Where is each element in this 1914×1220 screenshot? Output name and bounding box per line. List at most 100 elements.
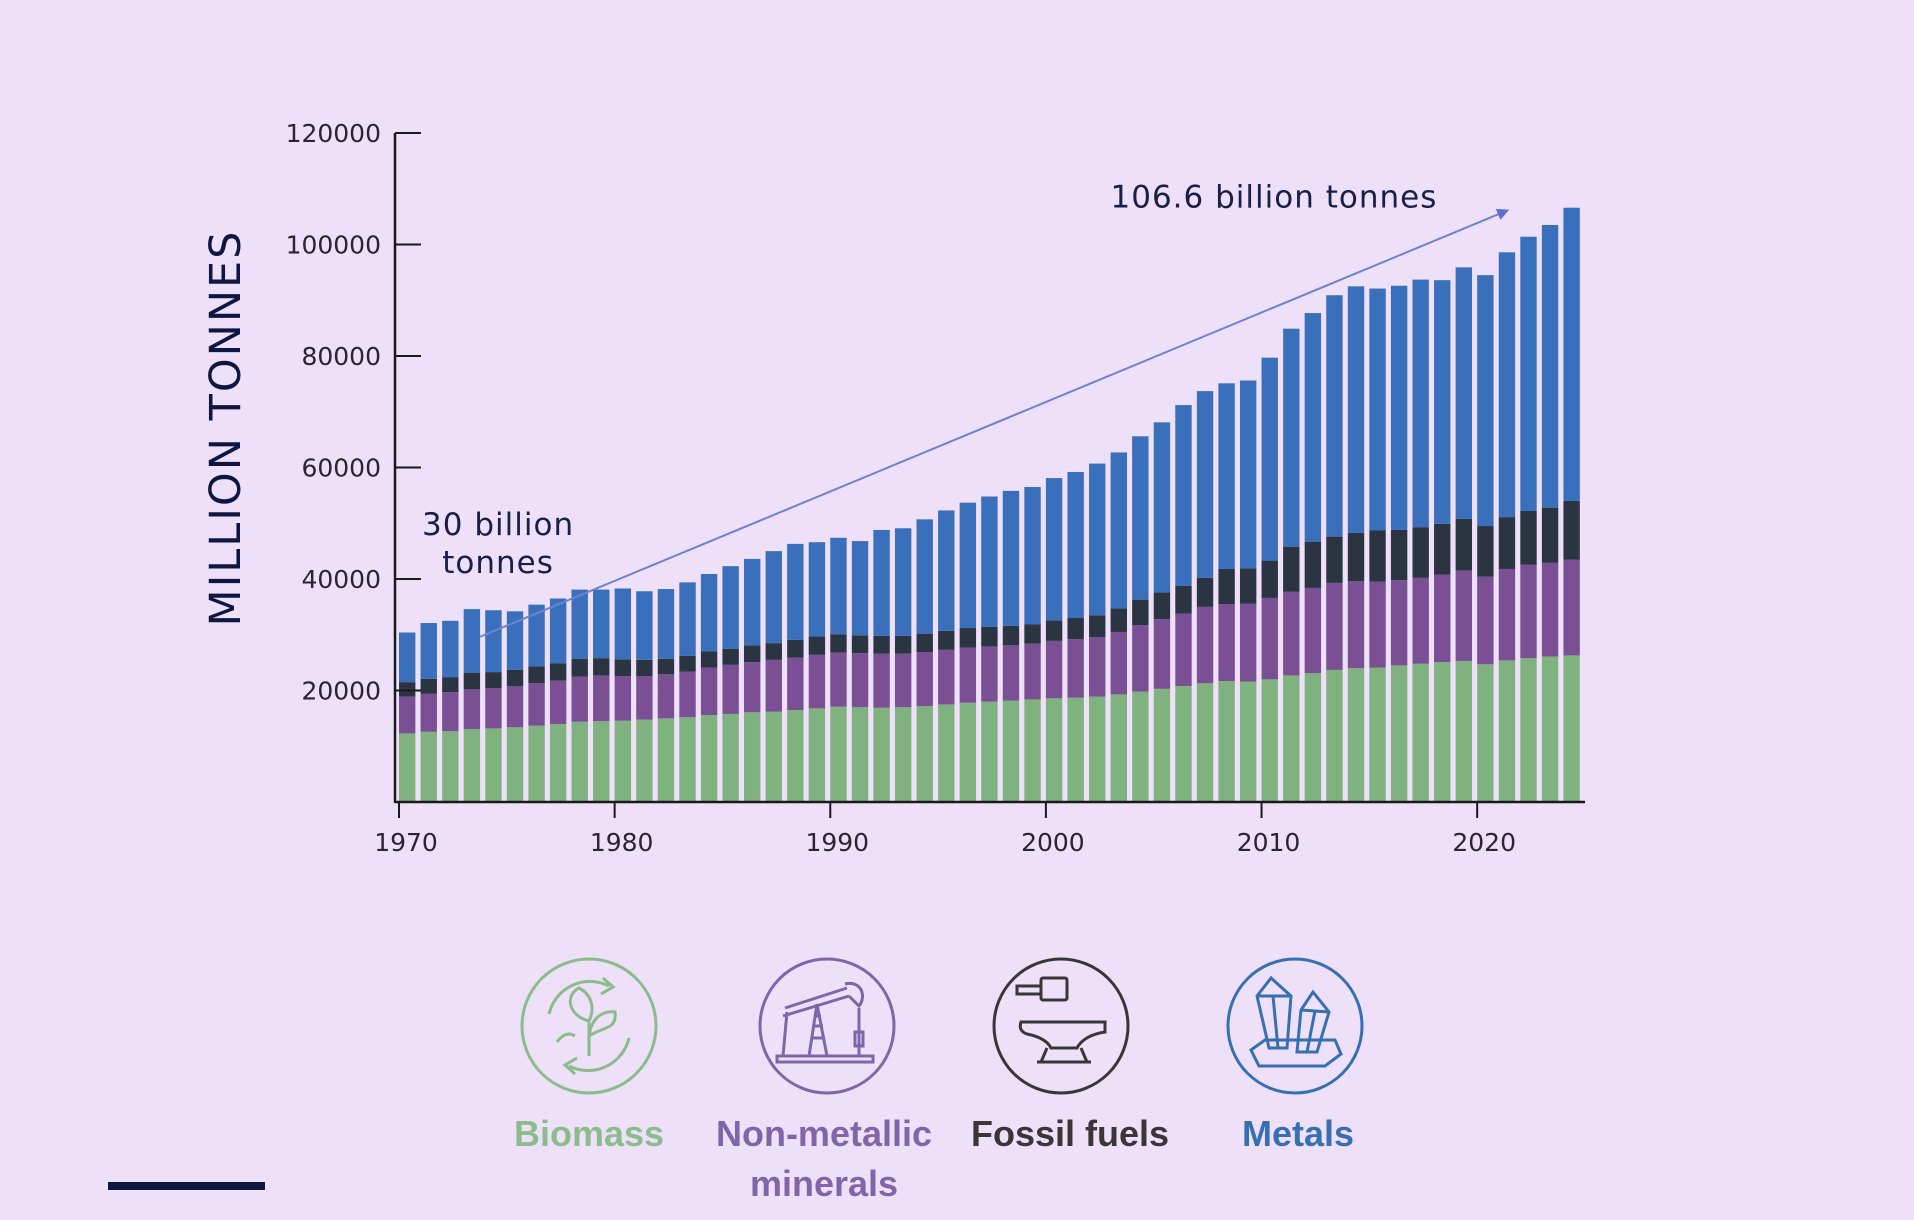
bar-segment	[442, 731, 459, 802]
annotations-layer: 30 billion tonnes 106.6 billion tonnes	[422, 180, 1510, 638]
bar-segment	[1455, 518, 1473, 571]
bar-segment	[1369, 581, 1386, 668]
bar-segment	[830, 652, 847, 707]
bar-segment	[1261, 560, 1278, 598]
bar-segment	[1520, 236, 1537, 511]
bar-segment	[1347, 668, 1365, 802]
bar-segment	[528, 666, 545, 684]
bar-segment	[420, 731, 437, 802]
bar-segment	[722, 566, 739, 649]
bar-segment	[1175, 613, 1192, 687]
bar-segment	[722, 664, 739, 714]
bar-segment	[679, 717, 696, 802]
bar-segment	[700, 573, 718, 652]
bar-segment	[1390, 580, 1408, 666]
bar-segment	[938, 510, 955, 631]
bar-segment	[1024, 643, 1041, 700]
bar-segment	[1218, 568, 1235, 605]
bar-segment	[1175, 405, 1192, 586]
legend-label-biomass: Biomass	[514, 1113, 664, 1154]
bar-segment	[722, 648, 739, 665]
bar-segment	[399, 632, 416, 683]
axes-layer: 20000 40000 60000 80000 100000 120000 1970 1980…	[286, 119, 1585, 857]
bar-segment	[1132, 625, 1149, 692]
bar-segment	[1477, 526, 1494, 577]
bar-segment	[1261, 357, 1278, 561]
bar-segment	[873, 635, 890, 654]
bar-segment	[959, 702, 977, 802]
bar-segment	[463, 728, 481, 802]
bar-segment	[1239, 681, 1257, 802]
decorative-rule	[108, 1182, 265, 1190]
bar-segment	[981, 701, 998, 802]
bar-segment	[851, 541, 869, 636]
bar-segment	[657, 718, 675, 803]
bar-segment	[571, 589, 588, 659]
bar-segment	[1455, 267, 1473, 519]
x-tick-label: 1970	[374, 828, 438, 857]
bar-segment	[1089, 696, 1106, 802]
bar-segment	[1563, 207, 1580, 501]
bar-segment	[787, 710, 804, 802]
bar-segment	[1412, 527, 1429, 578]
trend-arrow	[479, 208, 1510, 638]
y-tick-label: 40000	[301, 565, 381, 594]
x-tick-label: 2020	[1452, 828, 1516, 857]
bar-segment	[1477, 576, 1494, 665]
bar-segment	[528, 725, 545, 802]
bar-segment	[485, 672, 502, 689]
bar-segment	[1196, 577, 1214, 607]
bar-segment	[894, 653, 912, 708]
bar-segment	[1412, 577, 1429, 664]
bar-segment	[442, 692, 459, 732]
bar-segment	[744, 558, 761, 646]
bar-segment	[1089, 463, 1106, 616]
bar-segment	[744, 662, 761, 713]
bar-segment	[916, 706, 933, 802]
bar-segment	[744, 645, 761, 663]
bar-segment	[1434, 574, 1451, 663]
bar-segment	[485, 610, 502, 673]
bar-segment	[420, 623, 437, 679]
bar-segment	[1067, 697, 1084, 802]
bar-segment	[1261, 597, 1278, 680]
bar-segment	[959, 628, 977, 648]
bar-segment	[1153, 688, 1171, 802]
bar-segment	[1110, 631, 1127, 695]
leaf-recycle-icon	[520, 957, 658, 1095]
bar-segment	[873, 707, 890, 802]
bar-segment	[1520, 658, 1537, 802]
bar-segment	[399, 682, 416, 697]
bar-segment	[420, 693, 437, 732]
bar-segment	[808, 708, 826, 802]
bar-segment	[1153, 619, 1171, 689]
bar-segment	[1002, 490, 1020, 626]
bar-segment	[873, 529, 890, 636]
bar-segment	[765, 551, 782, 644]
bar-segment	[959, 647, 977, 703]
bar-segment	[549, 680, 567, 724]
bar-segment	[506, 727, 524, 802]
bar-segment	[830, 706, 847, 802]
bar-segment	[1045, 640, 1063, 699]
bar-segment	[808, 542, 826, 637]
bar-segment	[636, 591, 653, 660]
bar-segment	[1067, 618, 1084, 640]
bar-segment	[614, 720, 632, 802]
bars-layer	[399, 207, 1580, 803]
legend-label-metals: Metals	[1242, 1113, 1354, 1154]
bar-segment	[1283, 546, 1300, 592]
bar-segment	[549, 723, 567, 802]
bar-segment	[636, 659, 653, 677]
bar-segment	[1304, 673, 1322, 802]
bar-segment	[571, 658, 588, 677]
bar-segment	[1067, 471, 1084, 619]
bar-segment	[506, 686, 524, 728]
legend: Biomass Non-metallic minerals Fossil fue…	[514, 957, 1364, 1204]
bar-segment	[1153, 592, 1171, 620]
bar-segment	[1369, 288, 1386, 531]
bar-segment	[463, 609, 481, 673]
bar-segment	[744, 712, 761, 802]
bar-segment	[614, 676, 632, 721]
bar-segment	[1153, 422, 1171, 593]
